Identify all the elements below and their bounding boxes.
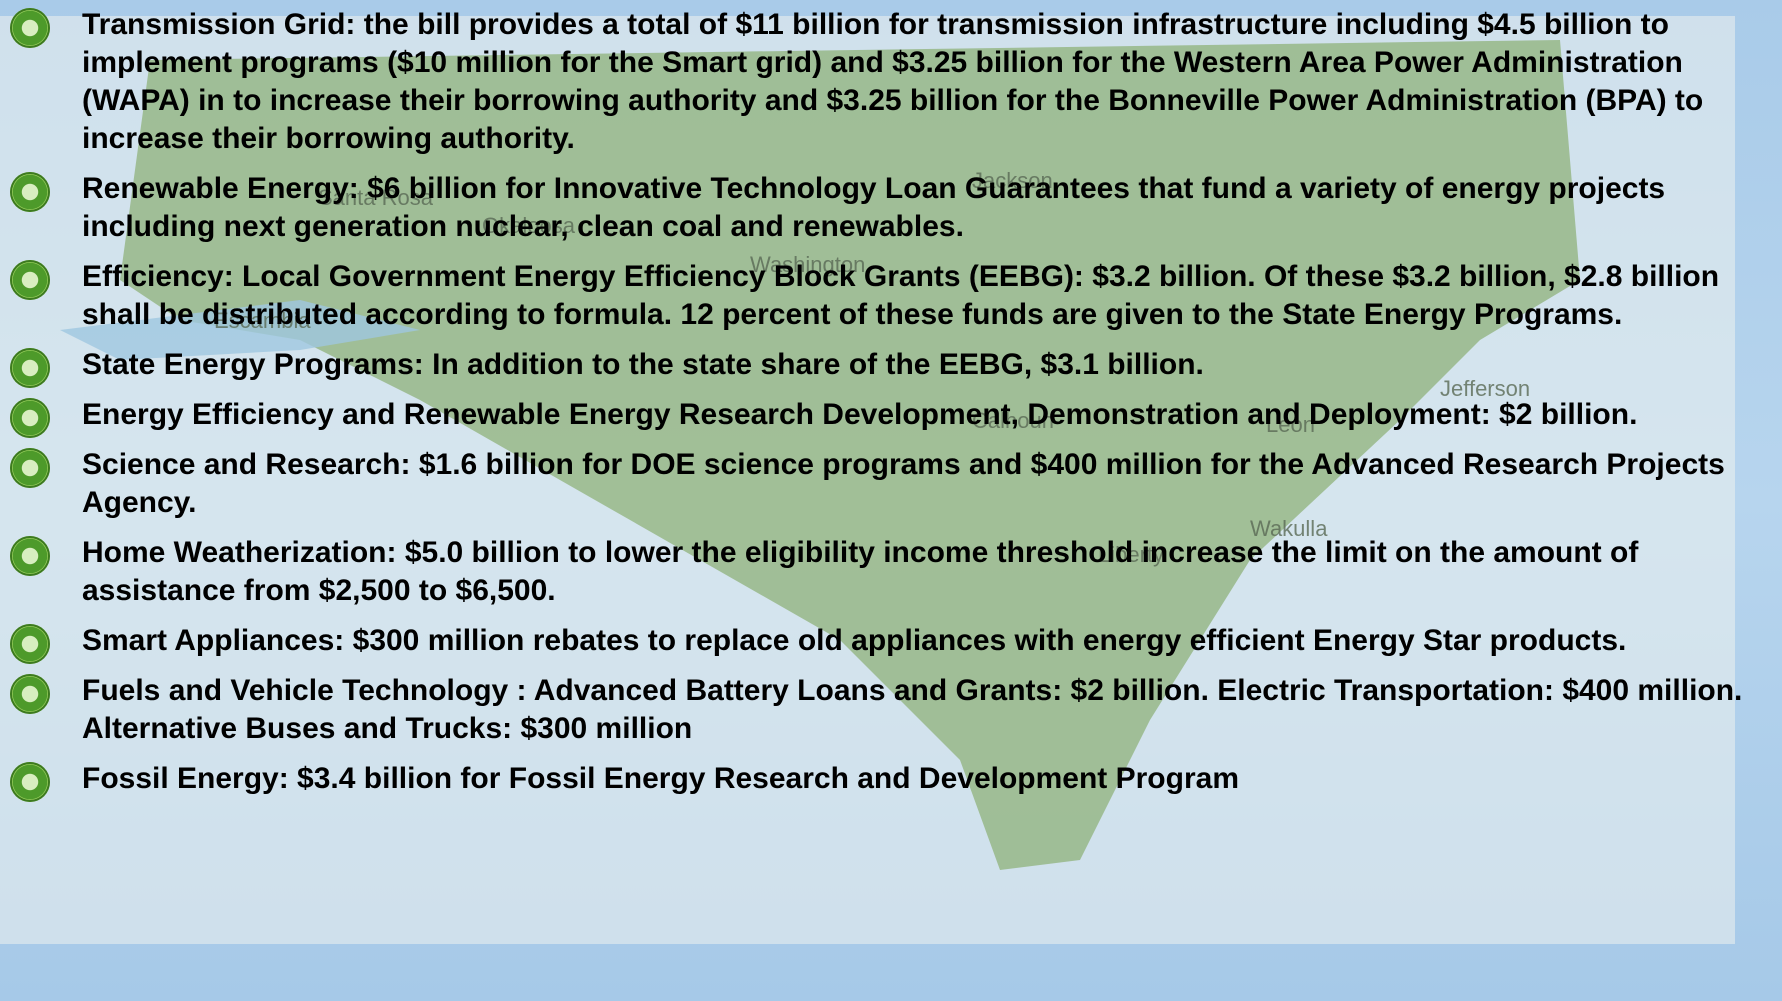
bullet-icon xyxy=(10,8,50,48)
map-label: Jackson xyxy=(972,168,1053,193)
map-label: Washington xyxy=(750,252,865,277)
bullet-text: Fossil Energy: $3.4 billion for Fossil E… xyxy=(82,762,1239,795)
bullet-icon xyxy=(10,762,50,802)
bullet-item: Energy Efficiency and Renewable Energy R… xyxy=(0,396,1772,438)
bullet-item: Fuels and Vehicle Technology : Advanced … xyxy=(0,672,1772,748)
bullet-text: Energy Efficiency and Renewable Energy R… xyxy=(82,398,1638,431)
map-label: Okaloosa xyxy=(482,213,576,238)
map-label: Wakulla xyxy=(1250,516,1328,541)
bullet-item: Science and Research: $1.6 billion for D… xyxy=(0,446,1772,522)
bullet-text: Efficiency: Local Government Energy Effi… xyxy=(82,260,1720,331)
bullet-text: Transmission Grid: the bill provides a t… xyxy=(82,8,1704,155)
bullet-icon xyxy=(10,536,50,576)
bullet-icon xyxy=(10,348,50,388)
bullet-icon xyxy=(10,674,50,714)
land xyxy=(120,40,1580,870)
bullet-icon xyxy=(10,624,50,664)
bullet-icon xyxy=(10,448,50,488)
bullet-item: State Energy Programs: In addition to th… xyxy=(0,346,1772,388)
bullet-icon xyxy=(10,172,50,212)
bullet-item: Transmission Grid: the bill provides a t… xyxy=(0,6,1772,158)
bay xyxy=(60,300,420,360)
map-label: Liberty xyxy=(1098,542,1164,567)
map-label: Jefferson xyxy=(1440,376,1530,401)
map-label: Santa Rosa xyxy=(318,185,434,210)
bullet-text: Fuels and Vehicle Technology : Advanced … xyxy=(82,674,1743,745)
map-label: Leon xyxy=(1266,412,1315,437)
map-label: Escambia xyxy=(214,308,311,333)
bullet-text: Science and Research: $1.6 billion for D… xyxy=(82,448,1725,519)
bullet-icon xyxy=(10,398,50,438)
bullet-item: Efficiency: Local Government Energy Effi… xyxy=(0,258,1772,334)
bullet-text: State Energy Programs: In addition to th… xyxy=(82,348,1204,381)
bullet-icon xyxy=(10,260,50,300)
bullet-item: Home Weatherization: $5.0 billion to low… xyxy=(0,534,1772,610)
bullet-item: Fossil Energy: $3.4 billion for Fossil E… xyxy=(0,760,1772,802)
bullet-text: Renewable Energy: $6 billion for Innovat… xyxy=(82,172,1666,243)
bullet-text: Home Weatherization: $5.0 billion to low… xyxy=(82,536,1639,607)
bullet-item: Smart Appliances: $300 million rebates t… xyxy=(0,622,1772,664)
bullet-text: Smart Appliances: $300 million rebates t… xyxy=(82,624,1627,657)
map-label: Calhoun xyxy=(972,408,1054,433)
bullet-list: Transmission Grid: the bill provides a t… xyxy=(0,6,1772,810)
bullet-item: Renewable Energy: $6 billion for Innovat… xyxy=(0,170,1772,246)
